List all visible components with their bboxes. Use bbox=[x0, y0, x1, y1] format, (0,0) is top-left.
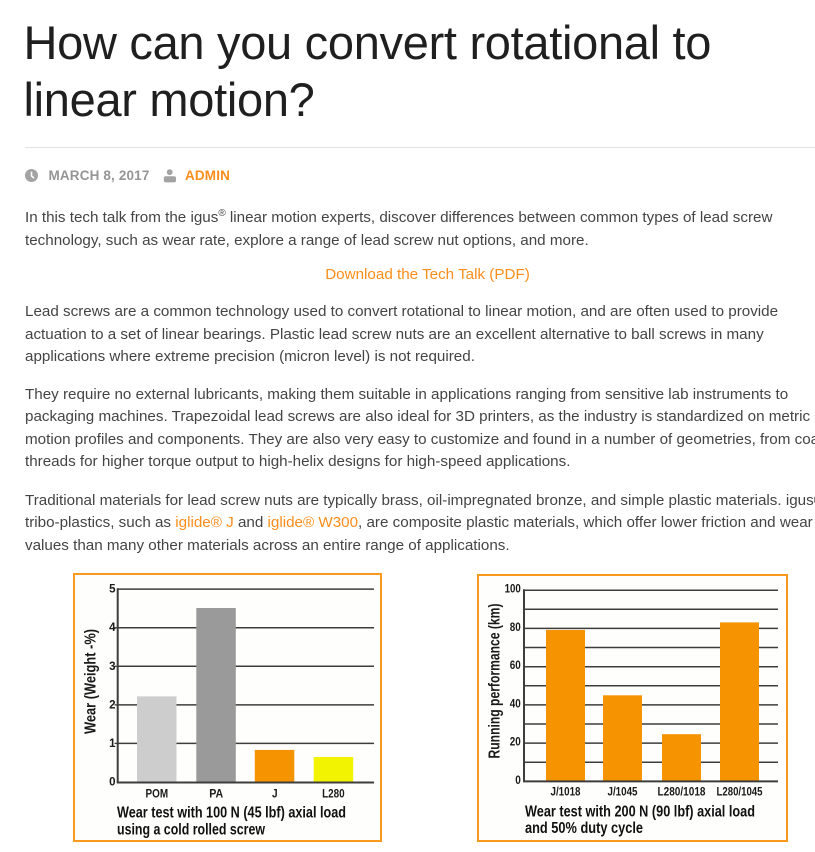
svg-text:L280/1018: L280/1018 bbox=[658, 787, 707, 799]
svg-text:0: 0 bbox=[109, 777, 115, 789]
svg-text:using a cold rolled screw: using a cold rolled screw bbox=[117, 822, 265, 839]
svg-text:Running performance (km): Running performance (km) bbox=[486, 604, 503, 759]
svg-text:3: 3 bbox=[109, 661, 115, 673]
svg-text:PA: PA bbox=[209, 789, 223, 801]
svg-text:60: 60 bbox=[510, 660, 521, 672]
svg-text:Wear (Weight -%): Wear (Weight -%) bbox=[83, 629, 100, 734]
svg-text:5: 5 bbox=[109, 584, 116, 596]
svg-text:40: 40 bbox=[510, 699, 521, 711]
svg-text:J/1018: J/1018 bbox=[551, 787, 582, 799]
svg-text:1: 1 bbox=[109, 738, 116, 750]
svg-text:J/1045: J/1045 bbox=[608, 787, 639, 799]
svg-text:Wear test with 200 N (90 lbf): Wear test with 200 N (90 lbf) axial load bbox=[525, 803, 755, 820]
svg-text:L280: L280 bbox=[322, 789, 345, 801]
svg-text:and 50% duty cycle: and 50% duty cycle bbox=[525, 820, 643, 837]
svg-text:2: 2 bbox=[109, 699, 115, 711]
svg-text:80: 80 bbox=[510, 622, 521, 634]
svg-text:Wear test with 100 N (45 lbf): Wear test with 100 N (45 lbf) axial load bbox=[117, 805, 346, 822]
svg-text:0: 0 bbox=[515, 775, 521, 787]
svg-text:100: 100 bbox=[505, 584, 521, 596]
svg-text:POM: POM bbox=[146, 789, 169, 801]
svg-text:4: 4 bbox=[109, 622, 116, 634]
svg-text:20: 20 bbox=[510, 737, 521, 749]
svg-text:L280/1045: L280/1045 bbox=[717, 787, 763, 799]
svg-text:J: J bbox=[272, 789, 278, 801]
